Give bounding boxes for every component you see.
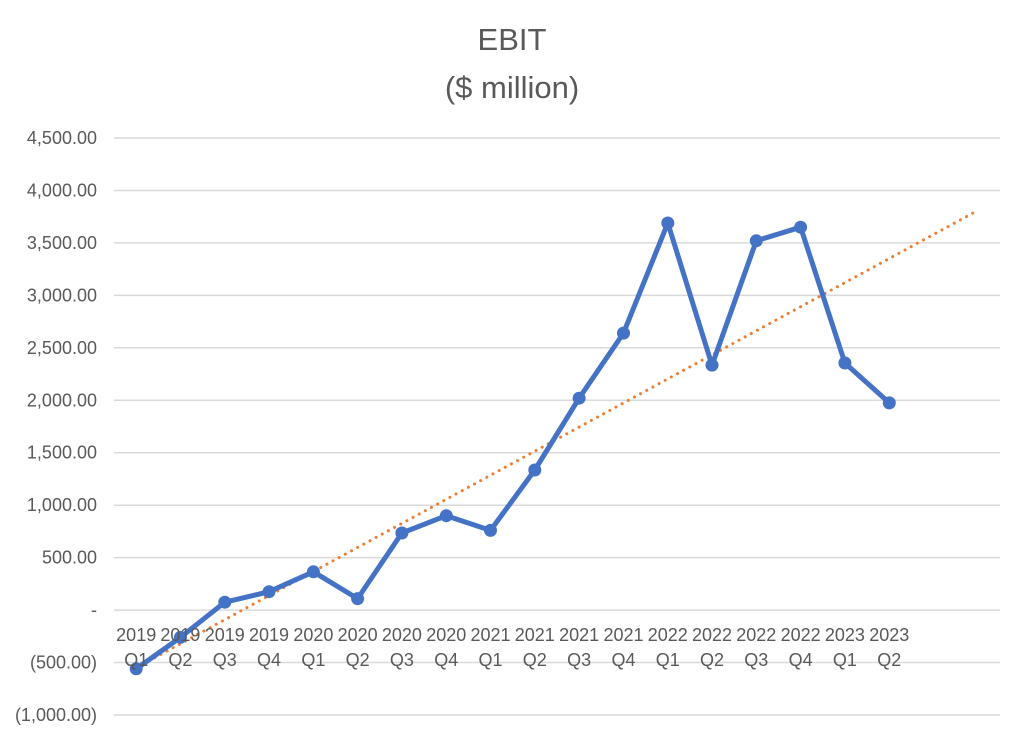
x-tick-label-year: 2022 (692, 625, 732, 645)
x-tick-label-year: 2019 (116, 625, 156, 645)
x-tick-label-quarter: Q3 (744, 650, 768, 670)
x-tick-label-quarter: Q2 (700, 650, 724, 670)
x-tick-label-year: 2022 (648, 625, 688, 645)
x-tick-label-year: 2019 (205, 625, 245, 645)
data-point-marker (617, 326, 630, 340)
ebit-series-line (133, 220, 892, 672)
y-tick-label: 3,000.00 (27, 285, 97, 305)
x-tick-label-year: 2019 (160, 625, 200, 645)
x-tick-label-year: 2020 (293, 625, 333, 645)
data-point-marker (351, 592, 365, 606)
y-tick-label: 500.00 (42, 548, 97, 568)
x-tick-label-year: 2022 (736, 625, 776, 645)
x-tick-label-quarter: Q1 (124, 650, 148, 670)
data-point-marker (262, 585, 276, 599)
y-tick-label: (1,000.00) (15, 705, 97, 725)
y-tick-label: 4,500.00 (27, 128, 97, 148)
data-point-marker (395, 526, 409, 540)
x-tick-label-year: 2021 (515, 625, 555, 645)
data-point-marker (794, 220, 808, 234)
x-tick-label-year: 2020 (382, 625, 422, 645)
data-point-marker (173, 630, 187, 644)
data-point-marker (129, 662, 143, 676)
x-tick-label-year: 2019 (249, 625, 289, 645)
y-tick-label: 2,000.00 (27, 390, 97, 410)
data-point-marker (218, 595, 232, 609)
x-tick-label-quarter: Q1 (833, 650, 857, 670)
x-tick-label-quarter: Q2 (877, 650, 901, 670)
chart-title-line2: ($ million) (444, 70, 580, 105)
x-tick-label-quarter: Q4 (611, 650, 635, 670)
y-tick-label: (500.00) (30, 653, 97, 673)
chart-title-line1: EBIT (477, 22, 547, 57)
x-tick-label-year: 2023 (869, 625, 909, 645)
data-point-marker (661, 216, 675, 230)
x-tick-label-quarter: Q4 (789, 650, 813, 670)
x-tick-label-quarter: Q1 (301, 650, 325, 670)
data-point-marker (306, 565, 320, 579)
data-point-marker (572, 391, 586, 405)
x-tick-label-year: 2022 (781, 625, 821, 645)
x-tick-label-quarter: Q2 (168, 650, 192, 670)
data-point-marker (838, 356, 852, 370)
x-tick-label-year: 2023 (825, 625, 865, 645)
data-point-marker (705, 358, 719, 372)
x-tick-label-quarter: Q1 (478, 650, 502, 670)
data-point-marker (439, 509, 453, 523)
data-point-marker (882, 396, 896, 410)
x-tick-label-year: 2020 (426, 625, 466, 645)
x-tick-label-year: 2021 (559, 625, 599, 645)
x-tick-label-quarter: Q2 (523, 650, 547, 670)
y-tick-label: 4,000.00 (27, 181, 97, 201)
y-tick-label: 1,000.00 (27, 495, 97, 515)
y-tick-label: 3,500.00 (27, 233, 97, 253)
x-tick-label-year: 2020 (338, 625, 378, 645)
x-tick-label-quarter: Q3 (390, 650, 414, 670)
data-point-marker (749, 234, 763, 248)
x-tick-label-quarter: Q4 (257, 650, 281, 670)
y-tick-label: - (91, 600, 97, 620)
x-tick-label-quarter: Q1 (656, 650, 680, 670)
chart-title: EBIT ($ million) (0, 16, 1024, 112)
x-tick-label-year: 2021 (603, 625, 643, 645)
data-point-marker (484, 523, 497, 537)
x-tick-label-quarter: Q3 (567, 650, 591, 670)
x-tick-label-year: 2021 (470, 625, 510, 645)
x-tick-label-quarter: Q4 (434, 650, 458, 670)
trendline (134, 208, 980, 670)
x-tick-label-quarter: Q2 (346, 650, 370, 670)
x-tick-label-quarter: Q3 (213, 650, 237, 670)
y-tick-label: 2,500.00 (27, 338, 97, 358)
data-point-marker (528, 463, 542, 477)
y-tick-label: 1,500.00 (27, 443, 97, 463)
